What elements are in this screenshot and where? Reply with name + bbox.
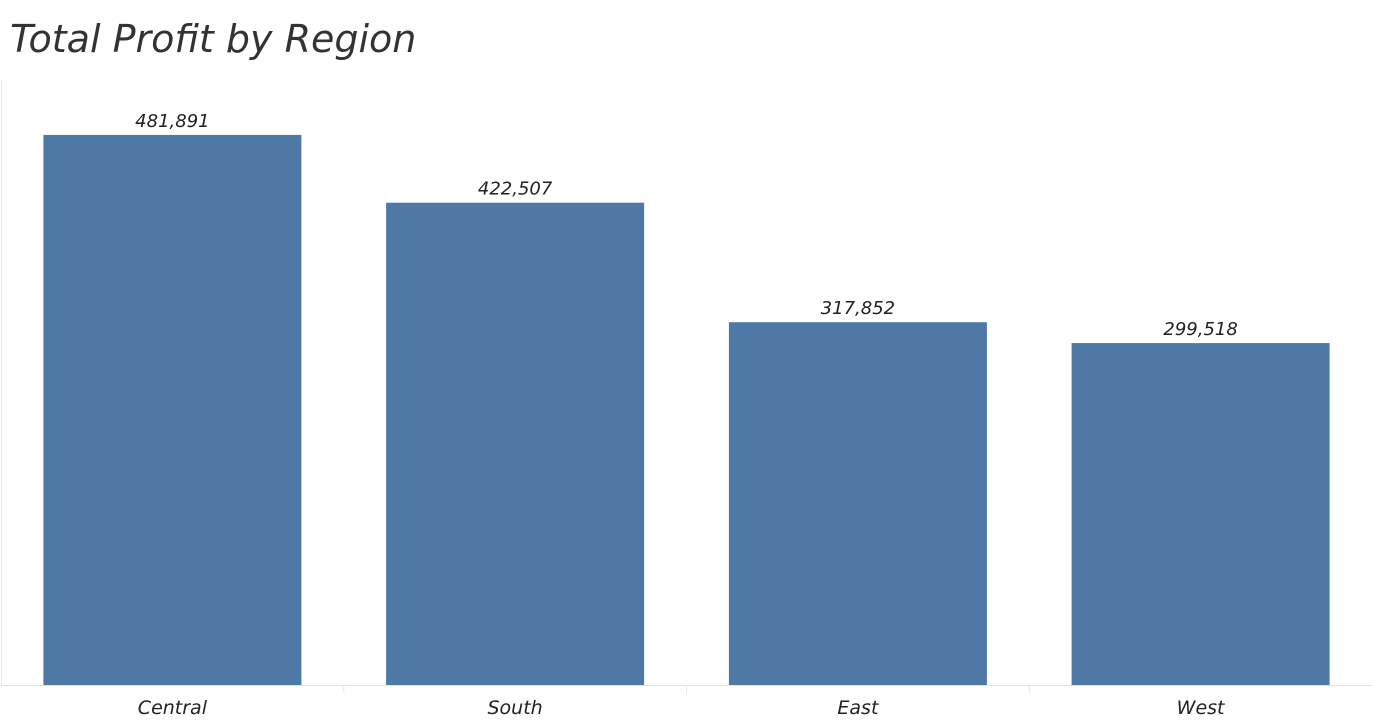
- data-label-west: 299,518: [1163, 319, 1237, 340]
- data-label-central: 481,891: [135, 111, 209, 132]
- data-label-east: 317,852: [821, 298, 895, 319]
- bar-east: [728, 322, 987, 685]
- x-tick-label-central: Central: [138, 697, 208, 719]
- bar-south: [386, 202, 645, 685]
- bar-central: [43, 134, 302, 685]
- x-tick-label-east: East: [837, 697, 880, 719]
- bar-west: [1071, 343, 1330, 685]
- data-label-south: 422,507: [478, 179, 553, 200]
- x-tick-label-south: South: [487, 697, 542, 719]
- chart-title: Total Profit by Region: [10, 17, 417, 61]
- x-tick-label-west: West: [1177, 697, 1226, 719]
